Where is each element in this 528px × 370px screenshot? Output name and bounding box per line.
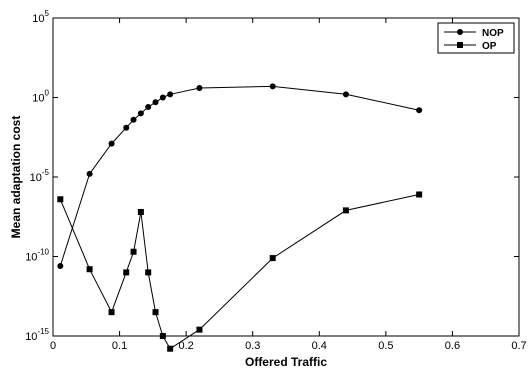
data-point-op	[152, 309, 159, 316]
data-point-op	[196, 326, 203, 333]
plot-area	[52, 17, 520, 337]
x-axis: 0 0.1 0.2 0.3 0.4 0.5 0.6 0.7	[50, 18, 527, 352]
x-tick-label: 0.2	[178, 340, 193, 352]
data-point-op	[130, 248, 137, 255]
x-axis-title: Offered Traffic	[245, 355, 327, 369]
data-point-nop	[416, 107, 423, 114]
x-tick-label: 0	[50, 340, 56, 352]
data-point-nop	[108, 140, 115, 147]
data-point-nop	[196, 84, 203, 91]
data-point-op	[137, 208, 144, 215]
y-axis-title: Mean adaptation cost	[9, 116, 23, 239]
data-point-nop	[342, 91, 349, 98]
legend-marker-op	[457, 42, 463, 48]
series-layer	[57, 83, 423, 352]
y-tick-label: 10-10	[25, 248, 49, 264]
data-point-nop	[130, 116, 137, 123]
y-axis: 10-15 10-10 10-5 100 105	[25, 9, 519, 343]
data-point-nop	[269, 83, 276, 90]
data-point-nop	[152, 99, 159, 106]
legend: NOP OP	[437, 22, 515, 54]
legend-label-op: OP	[482, 41, 497, 52]
data-point-op	[86, 266, 93, 273]
x-tick-label: 0.4	[312, 340, 327, 352]
data-point-op	[342, 207, 349, 214]
x-tick-label: 0.6	[445, 340, 460, 352]
legend-marker-nop	[457, 29, 463, 35]
series-line-nop	[59, 85, 420, 267]
y-tick-label: 10-5	[30, 168, 50, 184]
y-tick-label: 10-15	[25, 327, 49, 343]
data-point-op	[269, 255, 276, 262]
legend-box	[437, 22, 515, 54]
y-tick-label: 105	[32, 9, 49, 25]
x-tick-label: 0.5	[378, 340, 393, 352]
data-point-nop	[167, 91, 174, 98]
data-point-nop	[57, 263, 64, 270]
x-tick-label: 0.3	[245, 340, 260, 352]
data-point-op	[159, 333, 166, 339]
data-point-op	[145, 269, 152, 276]
y-tick-label: 100	[32, 89, 49, 105]
data-point-op	[57, 196, 64, 203]
data-point-nop	[123, 124, 130, 131]
x-tick-label: 0.1	[112, 340, 127, 352]
x-tick-label: 0.7	[511, 340, 526, 352]
data-point-op	[123, 269, 130, 276]
data-point-op	[108, 309, 115, 316]
series-line-op	[59, 194, 420, 350]
data-point-op	[167, 345, 174, 352]
data-point-nop	[137, 110, 144, 117]
data-point-nop	[145, 104, 152, 111]
data-point-nop	[86, 170, 93, 177]
data-point-nop	[159, 94, 166, 101]
data-point-op	[416, 191, 423, 198]
legend-label-nop: NOP	[482, 28, 504, 39]
